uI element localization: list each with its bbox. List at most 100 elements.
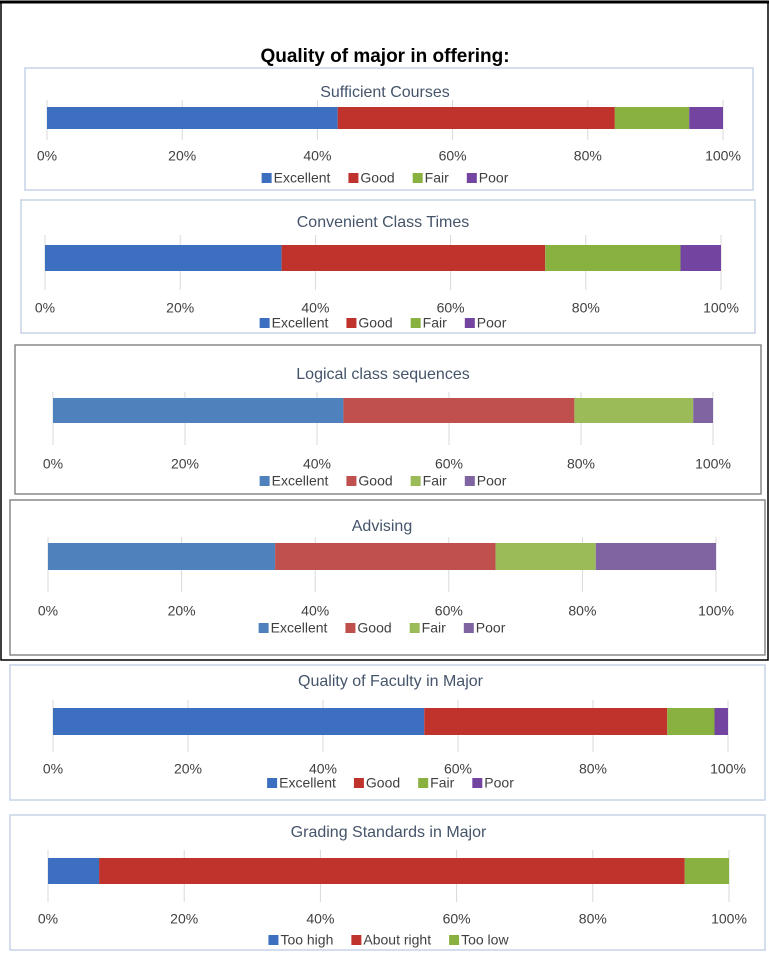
legend-label: Good xyxy=(360,170,394,186)
chart: Logical class sequences 0% 20% 40% 60% 80% 100… xyxy=(14,344,762,495)
legend-label: Poor xyxy=(479,170,509,186)
bar-segment xyxy=(714,708,728,735)
x-tick-label: 40% xyxy=(309,761,337,777)
chart-title: Grading Standards in Major xyxy=(291,824,487,841)
x-tick-label: 20% xyxy=(171,456,199,472)
legend-swatch xyxy=(267,778,278,788)
legend-label: Fair xyxy=(425,170,449,186)
x-tick-label: 0% xyxy=(35,300,55,316)
chart-title: Advising xyxy=(352,518,412,535)
legend: Excellent Good Fair Poor xyxy=(261,170,509,186)
chart: Convenient Class Times 0% 20% 40% 60% 80% 100%… xyxy=(20,199,756,334)
chart-frame xyxy=(9,499,766,656)
bar-segment xyxy=(689,107,723,129)
legend: Excellent Good Fair Poor xyxy=(259,315,507,331)
legend-label: Excellent xyxy=(272,315,329,331)
bar-segment xyxy=(337,107,615,129)
x-tick-label: 60% xyxy=(437,300,465,316)
legend-swatch xyxy=(409,623,420,633)
chart: Quality of Faculty in Major 0% 20% 40% 60% 80… xyxy=(9,664,766,801)
x-tick-label: 100% xyxy=(703,300,739,316)
legend: Excellent Good Fair Poor xyxy=(258,620,506,636)
legend-swatch xyxy=(353,778,364,788)
x-tick-label: 100% xyxy=(710,761,746,777)
x-tick-label: 60% xyxy=(444,761,472,777)
x-tick-label: 100% xyxy=(695,456,731,472)
chart: Advising 0% 20% 40% 60% 80% 100% Excellent Good F… xyxy=(9,499,766,656)
x-tick-label: 0% xyxy=(43,761,63,777)
x-tick-label: 0% xyxy=(38,911,58,927)
legend-swatch xyxy=(261,173,272,183)
x-tick-label: 0% xyxy=(43,456,63,472)
legend-label: Fair xyxy=(422,620,446,636)
bar-segment xyxy=(614,107,690,129)
legend-swatch xyxy=(348,173,359,183)
bar-segment xyxy=(53,708,425,735)
legend-swatch xyxy=(472,778,483,788)
legend-label: Good xyxy=(357,620,391,636)
bar-segment xyxy=(47,107,338,129)
chart-title: Logical class sequences xyxy=(296,366,469,383)
bar-segment xyxy=(53,398,344,423)
bar-segment xyxy=(545,245,681,271)
legend-label: Too high xyxy=(280,932,333,948)
legend-swatch xyxy=(449,935,460,945)
legend-swatch xyxy=(346,318,357,328)
x-tick-label: 80% xyxy=(579,911,607,927)
bar-segment xyxy=(45,245,282,271)
legend-swatch xyxy=(258,623,269,633)
x-tick-label: 80% xyxy=(568,603,596,619)
x-tick-label: 60% xyxy=(435,456,463,472)
bar-segment xyxy=(693,398,713,423)
legend-swatch xyxy=(410,476,421,486)
x-tick-label: 60% xyxy=(443,911,471,927)
legend-swatch xyxy=(464,476,475,486)
legend-swatch xyxy=(351,935,362,945)
bar-segment xyxy=(424,708,668,735)
bar-segment xyxy=(275,543,496,570)
legend-label: Poor xyxy=(484,775,514,791)
bar-segment xyxy=(574,398,694,423)
page-title: Quality of major in offering: xyxy=(260,46,509,67)
legend-label: Poor xyxy=(476,620,506,636)
legend-swatch xyxy=(345,623,356,633)
legend-label: Fair xyxy=(423,473,447,489)
x-tick-label: 20% xyxy=(168,148,196,164)
legend-swatch xyxy=(346,476,357,486)
x-tick-label: 60% xyxy=(435,603,463,619)
x-tick-label: 40% xyxy=(303,148,331,164)
legend-swatch xyxy=(412,173,423,183)
legend-label: Good xyxy=(358,473,392,489)
chart: Sufficient Courses 0% 20% 40% 60% 80% 100% Exce… xyxy=(24,67,754,191)
bar-segment xyxy=(48,858,100,884)
chart-title: Convenient Class Times xyxy=(297,214,470,231)
x-tick-label: 20% xyxy=(168,603,196,619)
chart: Grading Standards in Major 0% 20% 40% 60% 80%… xyxy=(9,814,766,951)
x-tick-label: 40% xyxy=(303,456,331,472)
bar-segment xyxy=(281,245,546,271)
bar-segment xyxy=(684,858,729,884)
legend-swatch xyxy=(259,318,270,328)
x-tick-label: 20% xyxy=(174,761,202,777)
x-tick-label: 80% xyxy=(572,300,600,316)
bar-segment xyxy=(595,543,716,570)
x-tick-label: 60% xyxy=(439,148,467,164)
legend-label: Excellent xyxy=(274,170,331,186)
legend-swatch xyxy=(259,476,270,486)
legend-label: Fair xyxy=(430,775,454,791)
legend: Too high About right Too low xyxy=(268,932,509,948)
chart-title: Sufficient Courses xyxy=(320,84,450,101)
x-tick-label: 80% xyxy=(567,456,595,472)
legend-label: Poor xyxy=(477,473,507,489)
legend-label: Good xyxy=(358,315,392,331)
legend-swatch xyxy=(463,623,474,633)
legend-label: Excellent xyxy=(271,620,328,636)
x-tick-label: 0% xyxy=(37,148,57,164)
x-tick-label: 80% xyxy=(574,148,602,164)
bar-segment xyxy=(495,543,596,570)
x-tick-label: 0% xyxy=(38,603,58,619)
bar-segment xyxy=(48,543,276,570)
legend-label: Good xyxy=(366,775,400,791)
x-tick-label: 80% xyxy=(579,761,607,777)
